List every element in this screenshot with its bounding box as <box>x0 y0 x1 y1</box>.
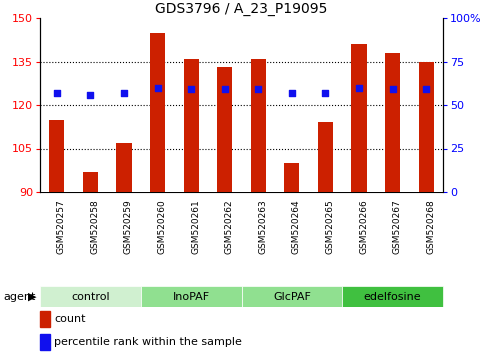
Bar <box>150 33 165 192</box>
Point <box>154 85 161 90</box>
Point <box>288 90 296 96</box>
Text: GSM520267: GSM520267 <box>393 200 402 254</box>
Text: GSM520257: GSM520257 <box>57 200 66 254</box>
Point <box>86 92 94 97</box>
Bar <box>83 172 98 192</box>
Text: GSM520260: GSM520260 <box>157 200 167 254</box>
Point <box>389 86 397 92</box>
Text: GSM520266: GSM520266 <box>359 200 368 254</box>
Point <box>355 85 363 90</box>
Text: control: control <box>71 291 110 302</box>
Bar <box>385 53 400 192</box>
Text: GSM520258: GSM520258 <box>90 200 99 254</box>
Text: GSM520263: GSM520263 <box>258 200 267 254</box>
Bar <box>40 286 141 307</box>
Text: GSM520261: GSM520261 <box>191 200 200 254</box>
Bar <box>184 59 199 192</box>
Text: ▶: ▶ <box>28 291 37 302</box>
Point <box>422 86 430 92</box>
Bar <box>217 67 232 192</box>
Point <box>120 90 128 96</box>
Text: agent: agent <box>3 291 35 302</box>
Bar <box>352 44 367 192</box>
Text: GSM520262: GSM520262 <box>225 200 234 254</box>
Bar <box>116 143 131 192</box>
Point <box>53 90 61 96</box>
Text: GlcPAF: GlcPAF <box>273 291 311 302</box>
Bar <box>342 286 443 307</box>
Point <box>187 86 195 92</box>
Text: GSM520264: GSM520264 <box>292 200 301 254</box>
Bar <box>40 311 50 327</box>
Bar <box>40 334 50 350</box>
Text: GSM520268: GSM520268 <box>426 200 435 254</box>
Text: edelfosine: edelfosine <box>364 291 422 302</box>
Text: InoPAF: InoPAF <box>172 291 210 302</box>
Text: GSM520265: GSM520265 <box>326 200 334 254</box>
Title: GDS3796 / A_23_P19095: GDS3796 / A_23_P19095 <box>156 1 327 16</box>
Point <box>221 86 228 92</box>
Text: count: count <box>54 314 85 324</box>
Bar <box>141 286 242 307</box>
Bar <box>284 163 299 192</box>
Point <box>322 90 329 96</box>
Bar <box>242 286 342 307</box>
Bar <box>318 122 333 192</box>
Bar <box>419 62 434 192</box>
Bar <box>251 59 266 192</box>
Bar <box>49 120 64 192</box>
Text: GSM520259: GSM520259 <box>124 200 133 254</box>
Text: percentile rank within the sample: percentile rank within the sample <box>54 337 242 347</box>
Point <box>255 86 262 92</box>
